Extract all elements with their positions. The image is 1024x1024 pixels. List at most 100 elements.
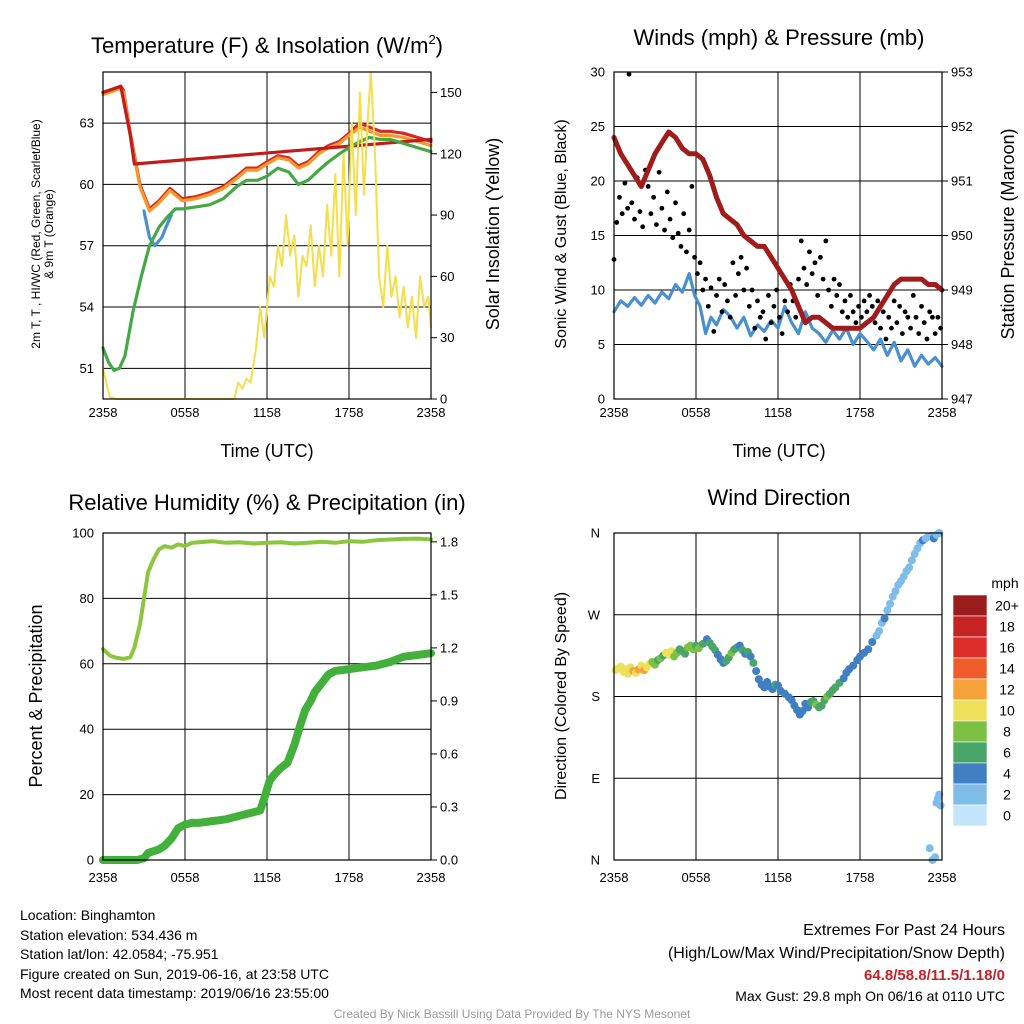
winds-gust-point xyxy=(935,314,941,320)
svg-text:& 9m T (Orange): & 9m T (Orange) xyxy=(42,189,56,279)
direction-point xyxy=(749,658,758,667)
winds-gust-point xyxy=(752,325,758,331)
winds-gust-point xyxy=(776,314,782,320)
winds-gust-point xyxy=(675,230,681,236)
winds-gust-point xyxy=(894,320,900,326)
winds-gust-point xyxy=(708,285,714,291)
temperature-ytick-right: 30 xyxy=(440,330,454,345)
humidity-plot-frame xyxy=(102,532,432,861)
series-layer xyxy=(99,71,945,864)
winds-gust-point xyxy=(738,254,744,260)
frame-layer xyxy=(102,71,948,861)
winds-gust-point xyxy=(899,331,905,336)
winds-gust-point xyxy=(864,309,870,315)
temperature-ytick-left: 54 xyxy=(80,300,94,315)
winds-gust-point xyxy=(902,309,908,315)
winds-gust-point xyxy=(867,293,872,298)
winds-gust-point xyxy=(766,293,771,298)
temperature-ytick-right: 90 xyxy=(440,208,454,223)
direction-point xyxy=(905,563,914,572)
winds-gust-point xyxy=(801,265,807,271)
humidity-ytick-left: 80 xyxy=(80,591,94,606)
winds-gust-point xyxy=(839,309,845,315)
winds-gust-point xyxy=(927,309,933,315)
extremes-heading: Extremes For Past 24 Hours xyxy=(803,922,1005,939)
winds-gust-point xyxy=(619,211,625,217)
station-elevation: Station elevation: 534.436 m xyxy=(20,926,198,943)
winds-gust-point xyxy=(774,287,780,293)
direction-xtick-label: 1758 xyxy=(846,870,875,885)
humidity-xtick-label: 0558 xyxy=(171,870,200,885)
humidity-precip-line xyxy=(99,649,435,864)
direction-point xyxy=(935,790,944,799)
grid-layer xyxy=(102,71,943,861)
humidity-xtick-label: 2358 xyxy=(89,870,118,885)
winds-gust-point xyxy=(640,224,646,230)
winds-gust-point xyxy=(760,309,766,315)
winds-ylabel-left: Sonic Wind & Gust (Blue, Black) xyxy=(553,119,570,348)
direction-xtick-label: 2358 xyxy=(928,870,957,885)
direction-ytick-left: N xyxy=(591,526,600,541)
colorbar-swatch xyxy=(952,636,988,659)
direction-point xyxy=(752,667,761,676)
winds-gust-point xyxy=(746,303,752,309)
direction-point xyxy=(868,638,877,646)
winds-gust-point xyxy=(891,298,897,304)
colorbar-swatch xyxy=(952,678,988,701)
temperature-ytick-right: 120 xyxy=(440,146,462,161)
winds-gust-point xyxy=(831,276,837,282)
humidity-ytick-left: 0 xyxy=(87,853,94,868)
credit-footer: Created By Nick Bassill Using Data Provi… xyxy=(333,1007,691,1021)
colorbar-swatch xyxy=(952,783,988,806)
winds-gust-point xyxy=(725,298,730,304)
extremes-legend: (High/Low/Max Wind/Precipitation/Snow De… xyxy=(667,945,1005,962)
temperature-insolation-line xyxy=(102,71,432,400)
winds-gust-point xyxy=(875,298,881,304)
winds-gust-point xyxy=(697,260,703,266)
winds-gust-point xyxy=(826,287,831,293)
direction-xtick-label: 1158 xyxy=(764,870,792,885)
winds-gust-point xyxy=(779,331,785,336)
winds-gust-point xyxy=(823,238,829,244)
direction-plot-frame xyxy=(613,532,943,861)
winds-gust-point xyxy=(883,336,889,342)
humidity-ytick-right: 0.9 xyxy=(440,693,458,708)
winds-gust-point xyxy=(858,314,864,320)
colorbar-label: 20+ xyxy=(995,598,1019,614)
winds-gust-point xyxy=(645,184,651,189)
winds-ytick-left: 0 xyxy=(598,392,605,407)
humidity-ytick-right: 0.3 xyxy=(440,799,458,814)
winds-gust-point xyxy=(785,309,790,315)
temperature-ytick-left: 51 xyxy=(80,361,94,376)
winds-ytick-left: 30 xyxy=(591,65,605,80)
temperature-xtick-label: 1758 xyxy=(335,405,364,420)
winds-plot-frame xyxy=(613,71,943,400)
humidity-ytick-right: 1.2 xyxy=(440,640,458,655)
station-latlon: Station lat/lon: 42.0584; -75.951 xyxy=(20,946,219,962)
humidity-xtick-label: 1158 xyxy=(253,870,281,885)
winds-gust-point xyxy=(629,200,635,206)
temperature-heat_index-line xyxy=(101,84,433,166)
colorbar-label: 10 xyxy=(999,703,1015,719)
temperature-xtick-label: 1158 xyxy=(253,405,281,420)
winds-gust-point xyxy=(755,298,760,304)
figure-created: Figure created on Sun, 2019-06-16, at 23… xyxy=(20,965,329,982)
winds-gust-point xyxy=(878,325,883,331)
winds-gust-point xyxy=(711,329,717,334)
winds-gust-point xyxy=(656,169,662,175)
winds-gust-point xyxy=(798,238,804,244)
temperature-xtick-label: 2358 xyxy=(417,405,446,420)
winds-gust-point xyxy=(771,303,777,309)
extremes-values: 64.8/58.8/11.5/1.18/0 xyxy=(864,967,1005,984)
direction-point xyxy=(931,853,940,862)
winds-gust-point xyxy=(692,254,698,260)
winds-gust-point xyxy=(880,309,886,315)
direction-point xyxy=(883,606,892,615)
temperature-xtick-label: 2358 xyxy=(89,405,118,420)
winds-gust-point xyxy=(757,314,763,320)
humidity-rh-line xyxy=(101,536,433,661)
winds-gust-point xyxy=(722,282,728,287)
direction-point xyxy=(907,556,916,565)
winds-gust-point xyxy=(749,287,755,293)
